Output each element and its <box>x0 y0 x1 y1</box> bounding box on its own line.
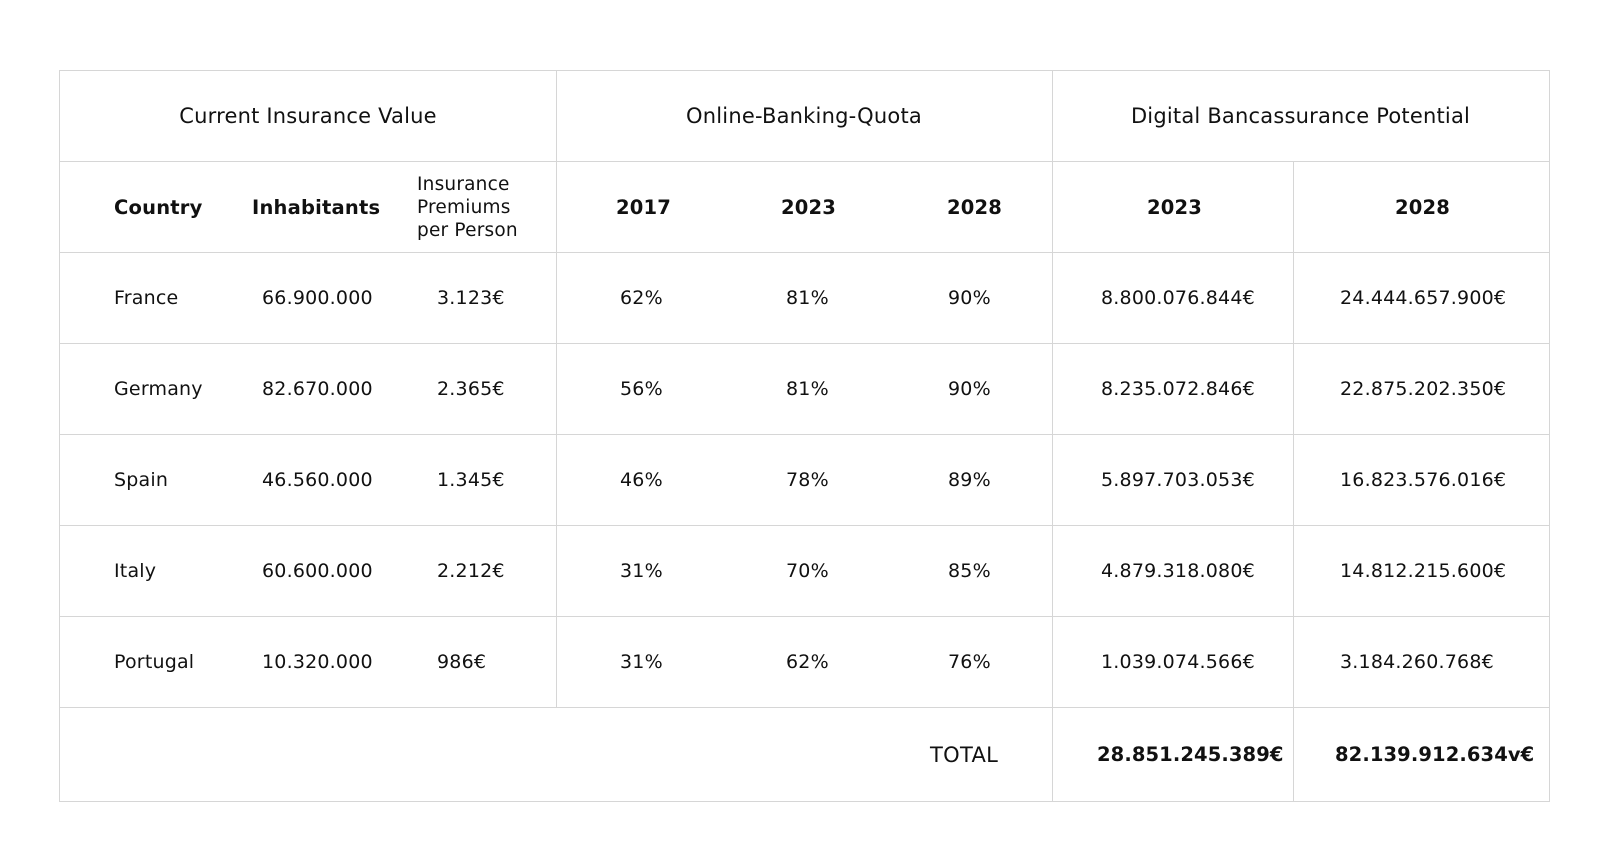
cell-inhabitants: 10.320.000 <box>262 651 373 673</box>
row-divider <box>60 525 1549 526</box>
group-header-digital-bancassurance-potential: Digital Bancassurance Potential <box>1130 104 1471 128</box>
group-header-online-banking-quota: Online-Banking-Quota <box>686 104 922 128</box>
cell-quota-2017: 31% <box>620 651 663 673</box>
cell-quota-2017: 31% <box>620 560 663 582</box>
column-header-country: Country <box>114 195 203 219</box>
cell-quota-2023: 62% <box>786 651 829 673</box>
cell-quota-2017: 56% <box>620 378 663 400</box>
cell-premium: 986€ <box>437 651 487 673</box>
cell-quota-2028: 85% <box>948 560 991 582</box>
column-header-potential-2023: 2023 <box>1147 195 1203 219</box>
cell-premium: 3.123€ <box>437 287 505 309</box>
column-header-quota-2028: 2028 <box>947 195 1003 219</box>
group-header-current-insurance-value: Current Insurance Value <box>179 104 437 128</box>
group-divider <box>556 71 557 708</box>
insurance-table: Current Insurance Value Online-Banking-Q… <box>59 70 1550 802</box>
cell-quota-2023: 78% <box>786 469 829 491</box>
cell-country: Portugal <box>114 651 195 673</box>
cell-inhabitants: 46.560.000 <box>262 469 373 491</box>
cell-country: Italy <box>114 560 157 582</box>
row-divider <box>60 343 1549 344</box>
cell-premium: 1.345€ <box>437 469 505 491</box>
total-label: TOTAL <box>930 742 999 767</box>
cell-quota-2028: 90% <box>948 287 991 309</box>
cell-potential-2023: 8.235.072.846€ <box>1101 378 1255 400</box>
cell-premium: 2.365€ <box>437 378 505 400</box>
cell-potential-2028: 3.184.260.768€ <box>1340 651 1494 673</box>
group-divider <box>1293 161 1294 801</box>
cell-country: France <box>114 287 179 309</box>
cell-inhabitants: 66.900.000 <box>262 287 373 309</box>
column-header-quota-2023: 2023 <box>781 195 837 219</box>
cell-quota-2028: 76% <box>948 651 991 673</box>
cell-potential-2023: 4.879.318.080€ <box>1101 560 1255 582</box>
total-potential-2023: 28.851.245.389€ <box>1097 743 1284 766</box>
total-potential-2028: 82.139.912.634v€ <box>1335 743 1535 766</box>
cell-premium: 2.212€ <box>437 560 505 582</box>
cell-quota-2023: 81% <box>786 378 829 400</box>
cell-inhabitants: 60.600.000 <box>262 560 373 582</box>
cell-potential-2023: 5.897.703.053€ <box>1101 469 1255 491</box>
row-divider <box>60 434 1549 435</box>
group-divider <box>1052 71 1053 801</box>
column-header-insurance-premiums-per-person: Insurance Premiums per Person <box>417 173 518 241</box>
column-header-inhabitants: Inhabitants <box>252 195 381 219</box>
row-divider <box>60 707 1549 708</box>
cell-potential-2023: 8.800.076.844€ <box>1101 287 1255 309</box>
column-header-quota-2017: 2017 <box>616 195 672 219</box>
cell-potential-2028: 14.812.215.600€ <box>1340 560 1507 582</box>
cell-quota-2023: 81% <box>786 287 829 309</box>
cell-potential-2028: 16.823.576.016€ <box>1340 469 1507 491</box>
cell-potential-2023: 1.039.074.566€ <box>1101 651 1255 673</box>
cell-quota-2017: 62% <box>620 287 663 309</box>
cell-quota-2028: 90% <box>948 378 991 400</box>
cell-potential-2028: 24.444.657.900€ <box>1340 287 1507 309</box>
row-divider <box>60 161 1549 162</box>
column-header-potential-2028: 2028 <box>1395 195 1451 219</box>
row-divider <box>60 616 1549 617</box>
cell-country: Germany <box>114 378 203 400</box>
cell-inhabitants: 82.670.000 <box>262 378 373 400</box>
cell-country: Spain <box>114 469 169 491</box>
cell-quota-2028: 89% <box>948 469 991 491</box>
cell-quota-2017: 46% <box>620 469 663 491</box>
cell-quota-2023: 70% <box>786 560 829 582</box>
cell-potential-2028: 22.875.202.350€ <box>1340 378 1507 400</box>
row-divider <box>60 252 1549 253</box>
